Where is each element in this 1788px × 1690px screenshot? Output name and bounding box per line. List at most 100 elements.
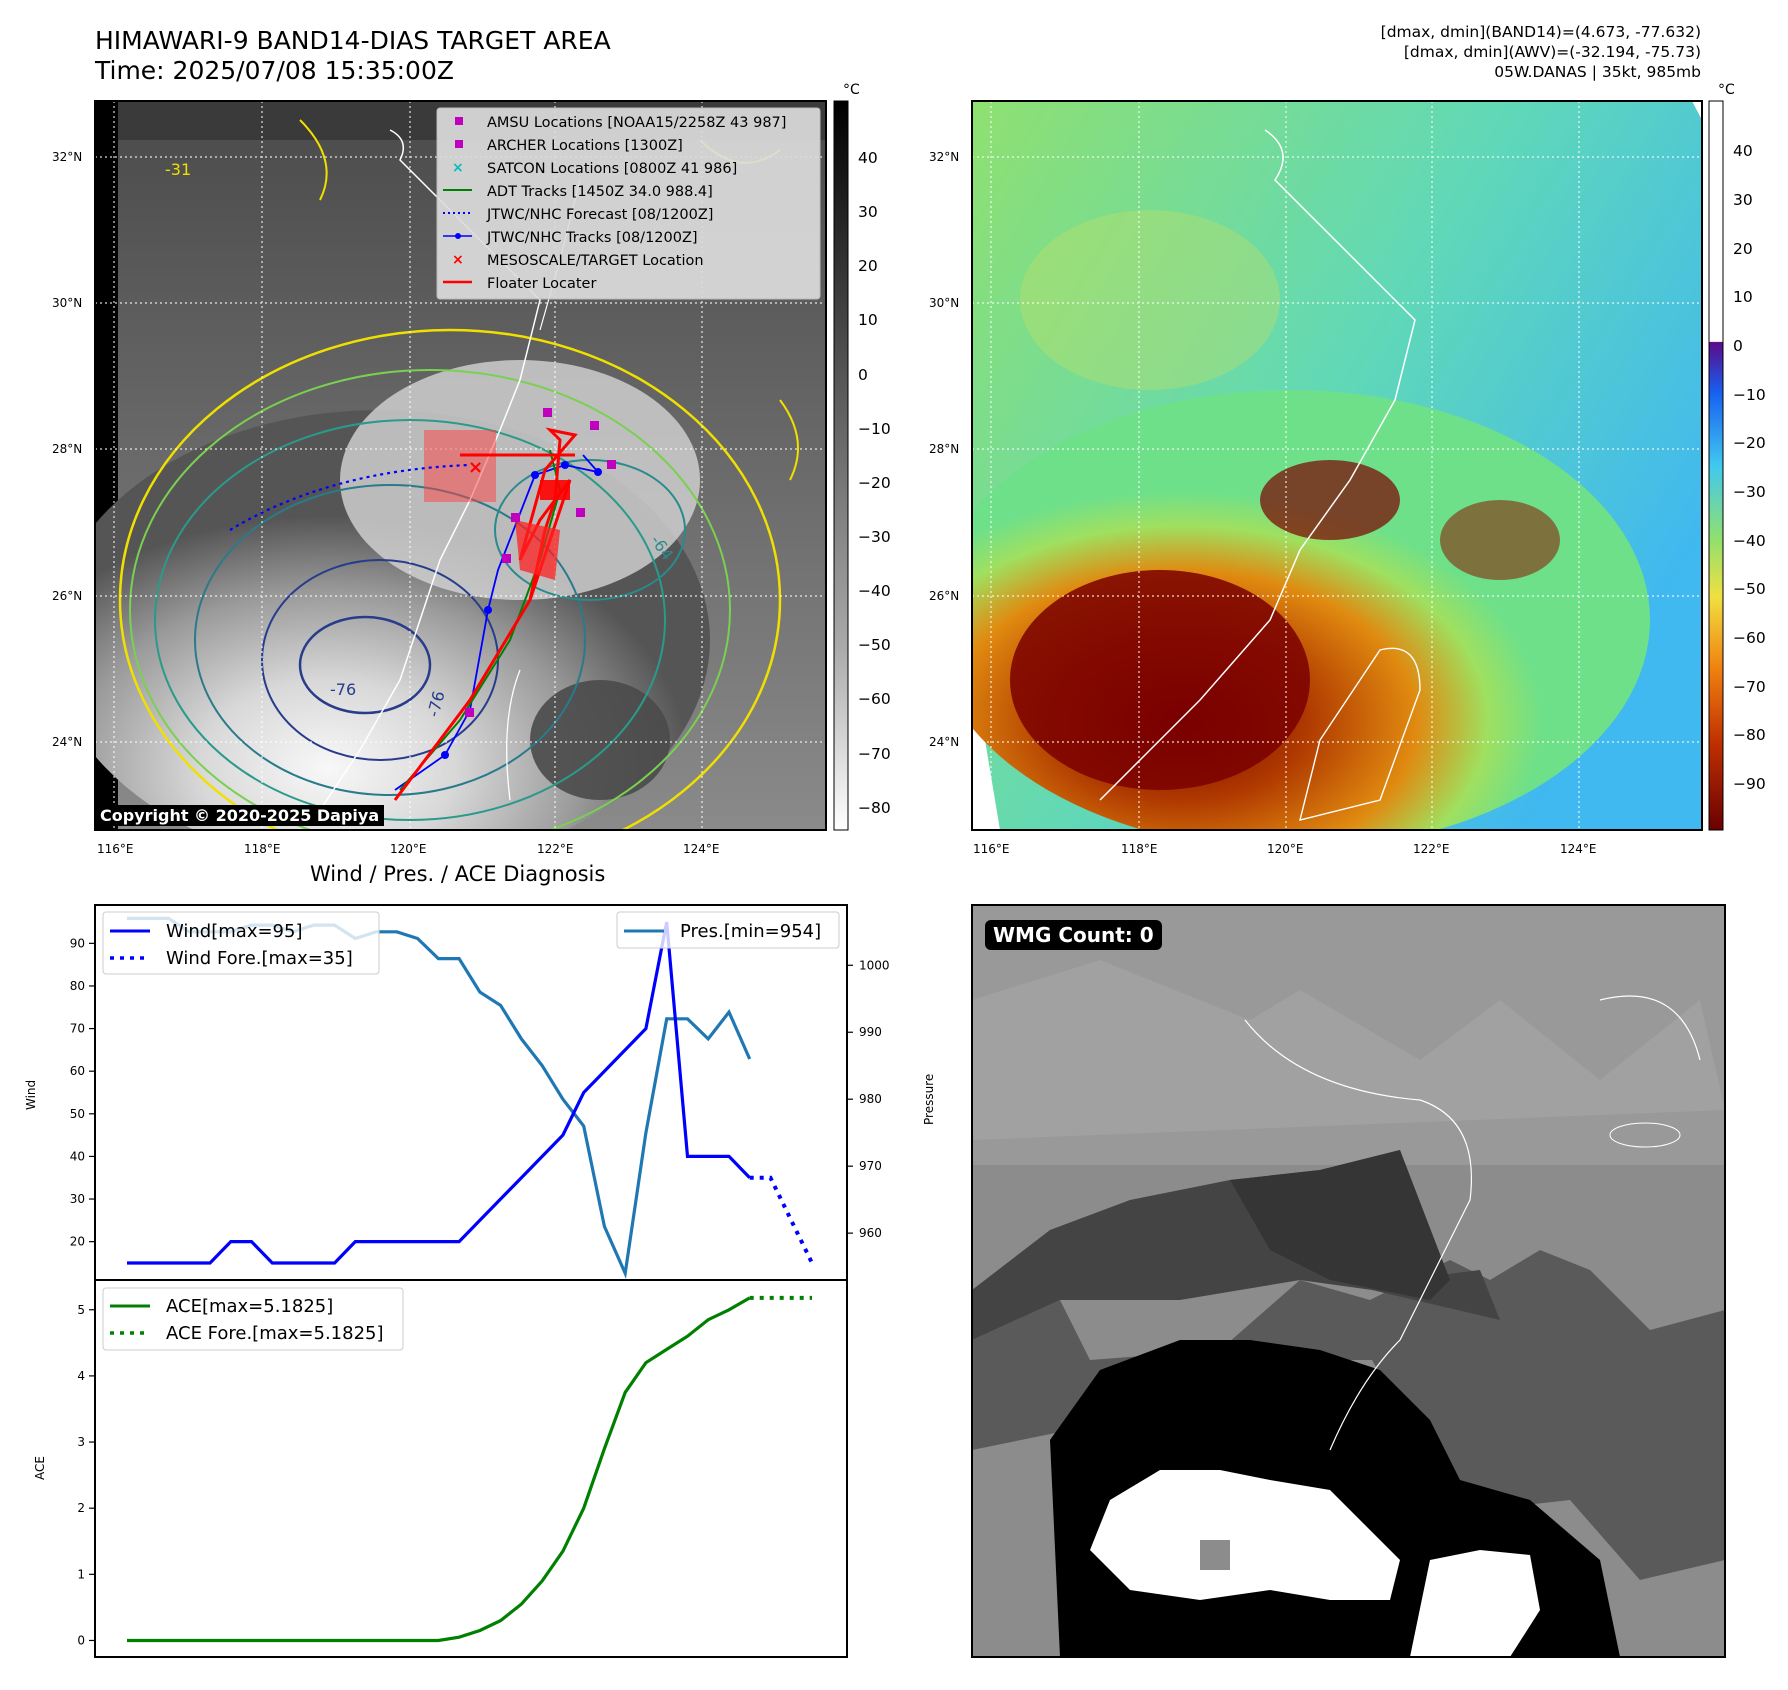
colorbar1-unit: °C — [843, 82, 860, 98]
svg-text:30°N: 30°N — [929, 296, 959, 310]
copyright-label: Copyright © 2020-2025 Dapiya — [95, 805, 385, 826]
svg-text:−30: −30 — [858, 528, 891, 546]
map1-lon-labels: 116°E 118°E 120°E 122°E 124°E — [97, 842, 720, 856]
chart-title: HIMAWARI-9 BAND14-DIAS TARGET AREA Time:… — [95, 26, 611, 86]
wind-forecast-line — [749, 1175, 814, 1264]
svg-text:32°N: 32°N — [929, 150, 959, 164]
wmg-count-badge: WMG Count: 0 — [985, 920, 1162, 950]
jtwc-forecast-track — [229, 463, 471, 531]
svg-text:−60: −60 — [1733, 629, 1766, 647]
svg-text:30°N: 30°N — [52, 296, 82, 310]
pressure-axis-label: 980 — [859, 1092, 882, 1106]
map2-lon-labels: 116°E 118°E 120°E 122°E 124°E — [973, 842, 1597, 856]
map1-lat-labels: 32°N 30°N 28°N 26°N 24°N — [52, 150, 82, 749]
svg-text:−40: −40 — [858, 582, 891, 600]
svg-text:−30: −30 — [1733, 483, 1766, 501]
svg-text:−50: −50 — [1733, 580, 1766, 598]
svg-text:30: 30 — [1733, 191, 1753, 209]
ace-axis-label: 0 — [77, 1633, 85, 1647]
diagnosis-title: Wind / Pres. / ACE Diagnosis — [310, 862, 606, 886]
info-awv: [dmax, dmin](AWV)=(-32.194, -75.73) — [1403, 43, 1701, 61]
legend-wind-fore: Wind Fore.[max=35] — [166, 948, 353, 969]
legend-adt: ADT Tracks [1450Z 34.0 988.4] — [487, 184, 713, 200]
wind-axis-label: 20 — [70, 1235, 85, 1249]
legend-ace: ACE[max=5.1825] — [166, 1296, 333, 1317]
title-line-1: HIMAWARI-9 BAND14-DIAS TARGET AREA — [95, 26, 611, 55]
ace-axis-label: 3 — [77, 1435, 85, 1449]
svg-text:−80: −80 — [1733, 726, 1766, 744]
svg-text:20: 20 — [858, 257, 878, 275]
svg-text:116°E: 116°E — [973, 842, 1010, 856]
wind-axis-label: 70 — [70, 1022, 85, 1036]
svg-text:120°E: 120°E — [1267, 842, 1304, 856]
svg-text:−40: −40 — [1733, 532, 1766, 550]
svg-text:116°E: 116°E — [97, 842, 134, 856]
svg-text:26°N: 26°N — [929, 589, 959, 603]
colorbar-gray — [833, 100, 849, 831]
pressure-axis-label: 1000 — [859, 958, 890, 972]
legend-jtwc-tracks: JTWC/NHC Tracks [08/1200Z] — [486, 230, 698, 246]
contour-label: -76 — [330, 680, 356, 699]
svg-text:−10: −10 — [1733, 386, 1766, 404]
info-storm: 05W.DANAS | 35kt, 985mb — [1494, 63, 1701, 81]
svg-text:−20: −20 — [858, 474, 891, 492]
pressure-axis-label: 970 — [859, 1159, 882, 1173]
ace-axis-label: ACE — [33, 1456, 47, 1480]
contour-label: -31 — [165, 160, 191, 179]
svg-text:118°E: 118°E — [244, 842, 281, 856]
info-block: [dmax, dmin](BAND14)=(4.673, -77.632) [d… — [1381, 22, 1701, 82]
legend-target: MESOSCALE/TARGET Location — [487, 253, 704, 269]
target-marker: × — [468, 457, 483, 478]
pressure-axis-label: 990 — [859, 1025, 882, 1039]
svg-text:×: × — [452, 160, 464, 176]
wind-line — [127, 921, 751, 1265]
legend-pressure: Pres.[min=954] — [680, 921, 821, 942]
wind-legend: Wind[max=95] Wind Fore.[max=35] — [102, 911, 380, 975]
svg-text:28°N: 28°N — [52, 442, 82, 456]
legend-jtwc-forecast: JTWC/NHC Forecast [08/1200Z] — [486, 207, 713, 223]
svg-text:0: 0 — [1733, 337, 1743, 355]
floater-locater — [393, 427, 578, 801]
ace-axis-label: 1 — [77, 1567, 85, 1581]
ace-axis-label: 5 — [77, 1303, 85, 1317]
colorbar2-unit: °C — [1718, 82, 1735, 98]
svg-text:30: 30 — [858, 203, 878, 221]
svg-text:−70: −70 — [1733, 678, 1766, 696]
wmg-image — [972, 905, 1725, 1657]
wind-axis-label: 60 — [70, 1064, 85, 1078]
ace-line — [127, 1296, 751, 1643]
ace-legend: ACE[max=5.1825] ACE Fore.[max=5.1825] — [102, 1287, 404, 1351]
svg-text:28°N: 28°N — [929, 442, 959, 456]
legend-floater: Floater Locater — [487, 276, 596, 292]
title-line-2: Time: 2025/07/08 15:35:00Z — [95, 56, 454, 85]
wind-axis-label: 80 — [70, 979, 85, 993]
legend-amsu: AMSU Locations [NOAA15/2258Z 43 987] — [487, 115, 786, 131]
svg-text:10: 10 — [858, 311, 878, 329]
wind-axis-label: 90 — [70, 936, 85, 950]
jtwc-track — [394, 454, 601, 791]
ace-axes — [94, 1279, 848, 1658]
awv-map-image — [972, 101, 1702, 830]
pressure-legend: Pres.[min=954] — [616, 911, 840, 949]
legend-archer: ARCHER Locations [1300Z] — [487, 138, 683, 154]
svg-text:124°E: 124°E — [683, 842, 720, 856]
wind-axis-label: 40 — [70, 1149, 85, 1163]
svg-text:0: 0 — [858, 366, 868, 384]
map2-lat-labels: 32°N 30°N 28°N 26°N 24°N — [929, 150, 959, 749]
wind-axis-label: 50 — [70, 1107, 85, 1121]
info-band14: [dmax, dmin](BAND14)=(4.673, -77.632) — [1380, 23, 1701, 41]
amsu-markers — [465, 408, 616, 717]
svg-text:−60: −60 — [858, 690, 891, 708]
wind-axis-label: Wind — [24, 1080, 38, 1110]
colorbar2-ticks: 40 30 20 10 0 −10 −20 −30 −40 −50 −60 −7… — [1733, 142, 1766, 793]
svg-text:122°E: 122°E — [537, 842, 574, 856]
colorbar1-ticks: 40 30 20 10 0 −10 −20 −30 −40 −50 −60 −7… — [858, 149, 891, 817]
svg-text:−70: −70 — [858, 745, 891, 763]
svg-text:−20: −20 — [1733, 434, 1766, 452]
svg-text:40: 40 — [858, 149, 878, 167]
wind-axis-label: 30 — [70, 1192, 85, 1206]
svg-text:122°E: 122°E — [1413, 842, 1450, 856]
ace-axis-label: 2 — [77, 1501, 85, 1515]
